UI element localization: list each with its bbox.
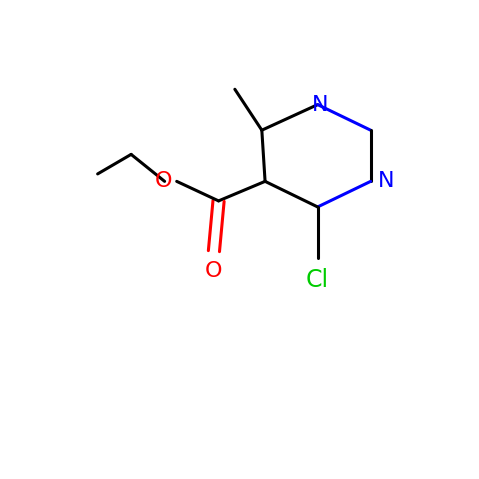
Text: O: O bbox=[155, 171, 172, 192]
Text: Cl: Cl bbox=[306, 268, 329, 292]
Text: N: N bbox=[312, 95, 328, 114]
Text: O: O bbox=[205, 262, 223, 281]
Text: N: N bbox=[378, 171, 395, 192]
